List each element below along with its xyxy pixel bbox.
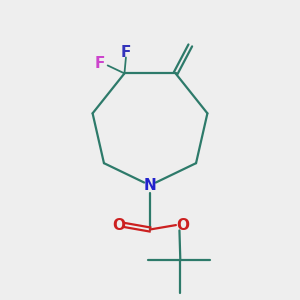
Text: O: O (176, 218, 189, 232)
Text: F: F (94, 56, 105, 70)
Text: F: F (121, 45, 131, 60)
Text: O: O (112, 218, 125, 232)
Text: N: N (144, 178, 156, 193)
